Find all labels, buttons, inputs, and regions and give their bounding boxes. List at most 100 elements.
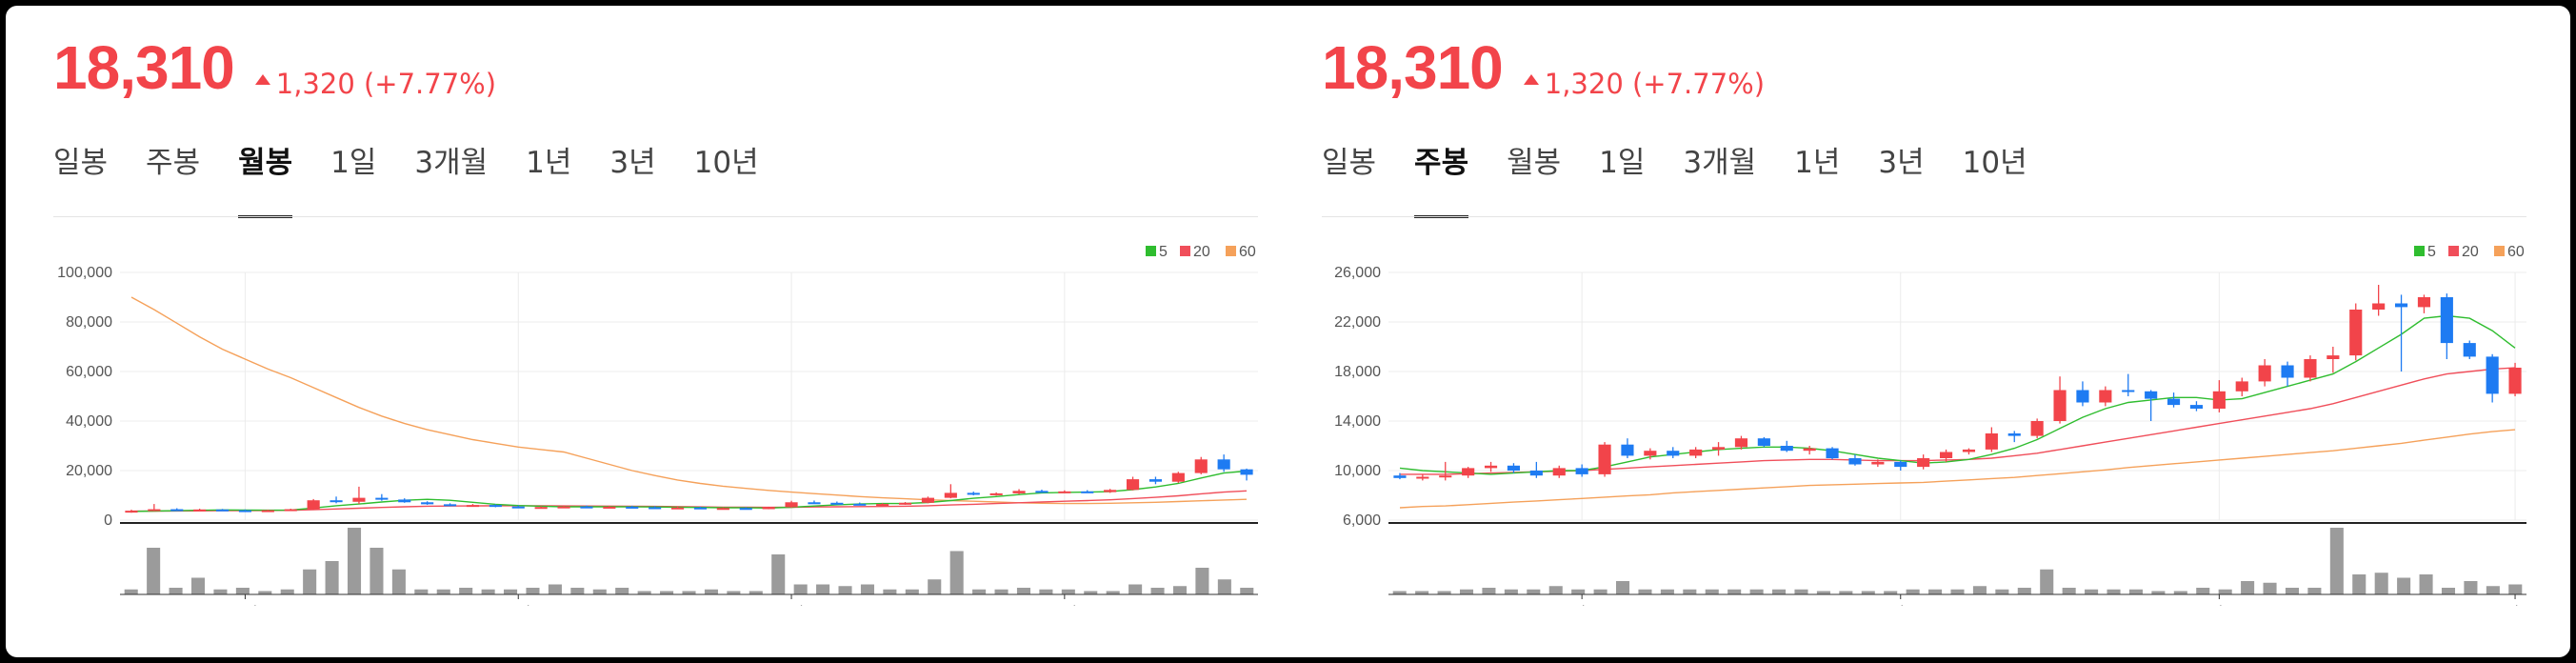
candle [1393, 475, 1407, 478]
tab-10-years[interactable]: 10년 [1962, 146, 2027, 180]
tab-weekly[interactable]: 주봉 [146, 146, 201, 180]
volume-bar [2486, 586, 2500, 594]
period-tabs: 일봉 주봉 월봉 1일 3개월 1년 3년 10년 [53, 139, 797, 218]
tab-1-year[interactable]: 1년 [1794, 146, 1841, 180]
candle [785, 502, 798, 508]
candle [1598, 444, 1611, 474]
x-tick-label: 2022/01 [490, 604, 546, 606]
volume-bar [1527, 589, 1541, 594]
price-change: 1,320 (+7.77%) [1523, 67, 1766, 100]
volume-bar [1906, 589, 1920, 594]
volume-bar [2352, 574, 2366, 594]
volume-bar [414, 589, 429, 594]
price-row: 18,310 1,320 (+7.77%) [53, 32, 496, 118]
candle [2145, 391, 2158, 399]
candle [421, 502, 434, 505]
x-tick-label: 06/07 [2200, 604, 2238, 606]
legend-label: 5 [1159, 244, 1168, 260]
volume-bar [369, 548, 384, 594]
volume-bar [1727, 589, 1742, 594]
tab-weekly[interactable]: 주봉 [1414, 139, 1469, 218]
tab-3-years[interactable]: 3년 [609, 146, 656, 180]
candle [1126, 479, 1140, 491]
volume-bar [2151, 591, 2166, 594]
volume-bar [637, 591, 651, 594]
weekly-candlestick-chart[interactable]: 6,000 10,000 14,000 18,000 22,000 26,000 12/01… [1322, 234, 2531, 606]
volume-bar [1195, 568, 1209, 594]
tab-monthly[interactable]: 월봉 [238, 139, 293, 218]
candle [1081, 491, 1094, 493]
volume-bar [1638, 589, 1652, 594]
candle [2281, 365, 2294, 378]
volume-bar [682, 591, 696, 594]
candle [1803, 448, 1816, 452]
volume-bar [793, 584, 808, 594]
tab-3-months[interactable]: 3개월 [414, 146, 489, 180]
x-tick-label: 2024/01 [1037, 604, 1092, 606]
candle [238, 510, 252, 512]
candle [193, 509, 207, 512]
candle [534, 507, 548, 510]
candle [1644, 451, 1657, 456]
x-tick-label: 12/01 [1563, 604, 1601, 606]
tab-1-year[interactable]: 1년 [526, 146, 572, 180]
volume-bar [615, 588, 629, 594]
volume-bar [749, 591, 763, 594]
tab-3-years[interactable]: 3년 [1878, 146, 1925, 180]
candle [2212, 391, 2226, 409]
volume-bar [481, 589, 495, 594]
candle [2372, 303, 2386, 310]
volume-bar [1660, 589, 1674, 594]
legend-swatch [1180, 246, 1190, 256]
x-tick-label: 2023/01 [764, 604, 819, 606]
candle [2508, 367, 2522, 394]
price-change-text: 1,320 (+7.77%) [1544, 67, 1766, 100]
candle [2122, 390, 2135, 392]
tab-10-years[interactable]: 10년 [693, 146, 759, 180]
price-row: 18,310 1,320 (+7.77%) [1322, 32, 1765, 118]
candle [603, 506, 616, 509]
volume-bar [2128, 589, 2143, 594]
volume-bar [994, 589, 1008, 594]
volume-bar [1039, 589, 1053, 594]
triangle-up-icon [1523, 74, 1539, 85]
tab-1-day[interactable]: 1일 [330, 146, 377, 180]
legend-swatch [2448, 246, 2459, 256]
candle [1194, 459, 1208, 473]
volume-bar [570, 588, 585, 594]
tab-monthly[interactable]: 월봉 [1507, 146, 1562, 180]
volume-bar [459, 588, 473, 594]
candle [1985, 433, 1998, 450]
candle [1148, 479, 1163, 482]
volume-bar [1061, 589, 1075, 594]
y-tick-label: 26,000 [1334, 265, 1381, 281]
candle [1507, 465, 1521, 471]
candle [2076, 390, 2089, 403]
candle [1240, 469, 1253, 475]
volume-bar [235, 588, 250, 594]
volume-bar [972, 589, 987, 594]
volume-bar [548, 584, 562, 594]
candle [2007, 433, 2021, 436]
legend-label: 60 [1239, 244, 1256, 260]
legend-swatch [1146, 246, 1156, 256]
tab-1-day[interactable]: 1일 [1599, 146, 1646, 180]
volume-bar [905, 589, 919, 594]
volume-bar [1150, 588, 1165, 594]
y-tick-label: 14,000 [1334, 413, 1381, 430]
volume-bar [860, 584, 874, 594]
tab-daily[interactable]: 일봉 [1322, 146, 1377, 180]
candle [1917, 458, 1930, 468]
volume-bar [1972, 586, 1987, 594]
ma5-line [1399, 314, 2516, 475]
ma60-line [1399, 429, 2516, 509]
volume-bar [928, 579, 942, 594]
tab-daily[interactable]: 일봉 [53, 146, 109, 180]
candle [1667, 451, 1680, 456]
volume-bar [1593, 589, 1608, 594]
volume-bar [1459, 589, 1474, 594]
monthly-candlestick-chart[interactable]: 0 20,000 40,000 60,000 80,000 100,000 2021/01 2… [53, 234, 1263, 606]
volume-bar [1794, 589, 1808, 594]
tab-3-months[interactable]: 3개월 [1683, 146, 1757, 180]
volume-bar [1128, 584, 1143, 594]
